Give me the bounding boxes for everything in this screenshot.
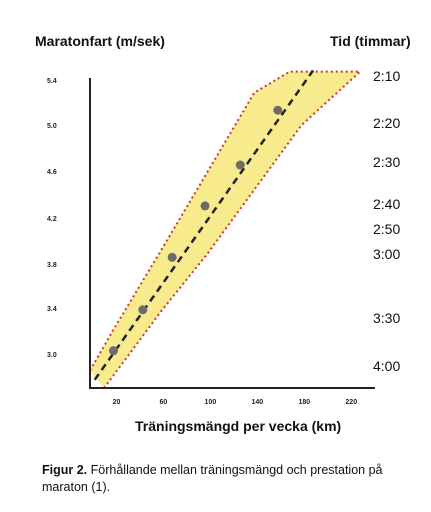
x-tick-label: 140	[252, 399, 264, 406]
right-tick-label: 2:10	[373, 68, 400, 84]
figure-caption: Figur 2. Förhållande mellan träningsmäng…	[42, 462, 392, 496]
axes-layer	[89, 78, 375, 389]
points-layer	[108, 105, 283, 356]
x-tick-label: 220	[345, 399, 357, 406]
data-point	[235, 160, 245, 170]
caption-label: Figur 2.	[42, 463, 88, 477]
data-point	[200, 201, 210, 211]
data-point	[108, 346, 118, 356]
y-axis-title-left: Maratonfart (m/sek)	[35, 33, 165, 49]
band-lower-boundary	[103, 70, 361, 389]
x-tick-label: 100	[205, 399, 217, 406]
y-tick-label: 5.0	[47, 123, 57, 130]
x-tick-label: 180	[298, 399, 310, 406]
right-tick-label: 2:30	[373, 154, 400, 170]
y-tick-label: 4.2	[47, 216, 57, 223]
ticks-layer: 20 60 100 140 180 220 3.0 3.4 3.8 4.2 4.6 5.0 5.4 2:1…	[47, 68, 400, 406]
x-tick-label: 20	[113, 399, 121, 406]
data-point	[273, 105, 283, 115]
x-axis-title: Träningsmängd per vecka (km)	[135, 418, 342, 434]
y-axis-title-right: Tid (timmar)	[330, 33, 411, 49]
confidence-band	[90, 71, 360, 388]
right-tick-label: 2:20	[373, 115, 400, 131]
y-tick-label: 4.6	[47, 169, 57, 176]
y-tick-label: 3.0	[47, 352, 57, 359]
band-upper-boundary	[89, 70, 360, 371]
right-tick-label: 3:30	[373, 310, 400, 326]
right-tick-label: 3:00	[373, 246, 400, 262]
right-tick-label: 2:50	[373, 221, 400, 237]
band-layer	[89, 70, 361, 389]
y-tick-label: 5.4	[47, 78, 57, 85]
y-tick-label: 3.8	[47, 262, 57, 269]
right-tick-label: 2:40	[373, 196, 400, 212]
x-tick-label: 60	[160, 399, 168, 406]
data-point	[167, 252, 177, 262]
caption-text: Förhållande mellan träningsmängd och pre…	[42, 463, 383, 494]
data-point	[138, 305, 148, 315]
trend-line	[93, 69, 315, 381]
right-tick-label: 4:00	[373, 358, 400, 374]
y-tick-label: 3.4	[47, 306, 57, 313]
line-layer	[93, 69, 315, 381]
